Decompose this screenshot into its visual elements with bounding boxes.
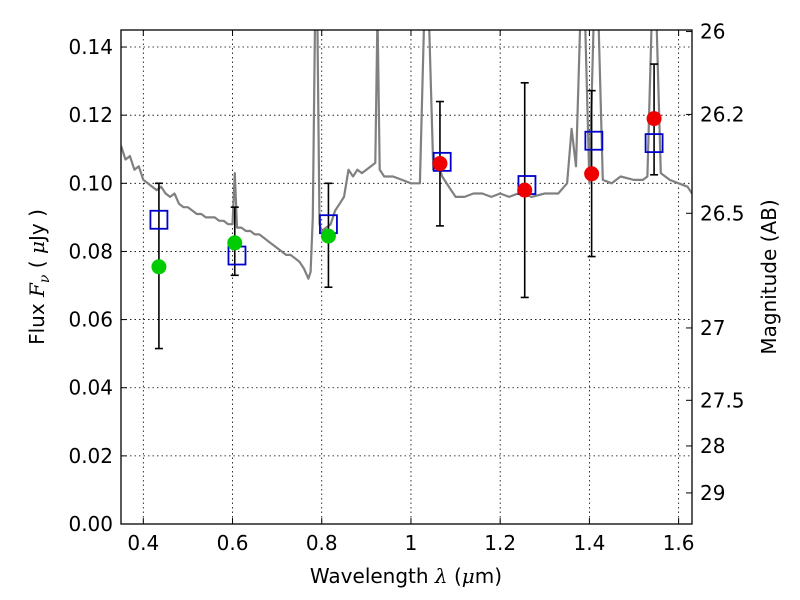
x-tick-label: 1 xyxy=(405,531,418,555)
plot-area xyxy=(121,30,692,350)
detection-point xyxy=(646,111,662,127)
model-square xyxy=(644,133,664,154)
y-tick-label: 0.12 xyxy=(68,103,113,127)
y-tick-label: 0.00 xyxy=(68,512,113,536)
detection-point xyxy=(517,182,533,198)
y-tick-label: 0.06 xyxy=(68,308,113,332)
y-tick-label: 0.10 xyxy=(68,171,113,195)
detection-point xyxy=(432,156,448,172)
y-tick-label: 0.14 xyxy=(68,35,113,59)
x-tick-label: 0.4 xyxy=(127,531,159,555)
model-square xyxy=(584,130,604,151)
y2-tick-label: 26 xyxy=(700,20,725,44)
y-axis-title: Flux Fν ( μJy ) xyxy=(25,209,53,345)
x-tick-label: 1.2 xyxy=(484,531,516,555)
ticks: 0.4 0.6 0.8 1 1.2 1.4 1.6 0.00 0.02 0.04 0.06 0.08 0… xyxy=(68,20,744,555)
y2-tick-label: 26.5 xyxy=(700,201,745,225)
x-tick-label: 0.6 xyxy=(217,531,249,555)
y-tick-label: 0.08 xyxy=(68,239,113,263)
x-tick-label: 0.8 xyxy=(306,531,338,555)
detection-point xyxy=(227,235,243,251)
detection-point xyxy=(584,166,600,182)
y2-tick-label: 29 xyxy=(700,481,725,505)
y-tick-label: 0.02 xyxy=(68,444,113,468)
y2-tick-label: 27.5 xyxy=(700,388,745,412)
detection-point xyxy=(320,228,336,244)
plot-frame xyxy=(120,29,693,525)
y2-tick-label: 28 xyxy=(700,434,725,458)
x-tick-label: 1.4 xyxy=(573,531,605,555)
y2-axis-title: Magnitude (AB) xyxy=(757,199,781,354)
x-axis-title: Wavelength λ (μm) xyxy=(310,564,502,588)
y2-tick-label: 27 xyxy=(700,316,725,340)
x-tick-label: 1.6 xyxy=(663,531,695,555)
model-square xyxy=(149,209,169,230)
y2-tick-label: 26.2 xyxy=(700,102,745,126)
detection-point xyxy=(151,259,167,275)
y-tick-label: 0.04 xyxy=(68,376,113,400)
spectrum-line xyxy=(121,30,692,280)
grid xyxy=(121,30,692,525)
